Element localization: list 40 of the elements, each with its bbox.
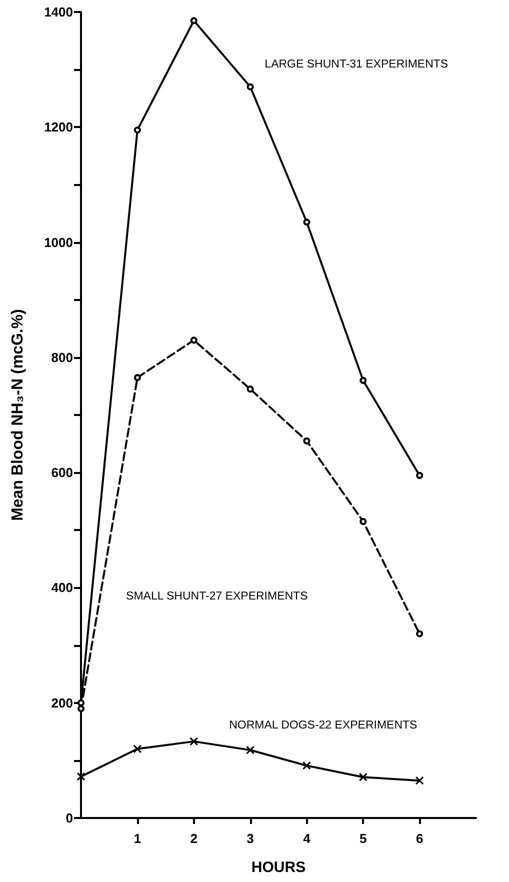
point [246, 386, 254, 393]
point [360, 518, 367, 526]
y-tick-label: 0 [66, 810, 73, 826]
point [134, 126, 141, 134]
x-tick-label: 1 [134, 831, 142, 846]
point [360, 376, 367, 384]
series-label: LARGE SHUNT-31 EXPERIMENTS [264, 58, 448, 70]
y-tick-label: 400 [51, 580, 73, 596]
point [416, 630, 424, 638]
point [246, 83, 254, 90]
x-tick-label: 3 [246, 831, 254, 846]
point [358, 772, 368, 782]
y-tick-label: 1000 [44, 234, 73, 250]
y-tick-label: 1200 [44, 120, 73, 135]
point [133, 744, 142, 754]
point [303, 437, 310, 444]
y-axis-title: Mean Blood NH₃-N (mcG.%) [10, 309, 26, 521]
point [190, 336, 198, 344]
x-axis-title: HOURS [251, 859, 306, 876]
point [78, 699, 84, 706]
x-tick-label: 2 [190, 831, 198, 846]
x-tick-label: 5 [360, 831, 367, 846]
point [76, 772, 86, 781]
point [134, 374, 141, 382]
point [190, 737, 198, 746]
series-label: NORMAL DOGS-22 EXPERIMENTS [229, 719, 418, 732]
x-tick-label: 6 [416, 831, 424, 846]
text: SMALL SHUNT-27 EXPERIMENTS [126, 590, 308, 602]
x-tick-label: 4 [303, 831, 312, 846]
y-tick-label: 800 [51, 350, 73, 365]
y-tick-label: 1400 [44, 4, 73, 20]
point [190, 17, 198, 24]
y-tick-label: 200 [51, 695, 73, 710]
point [246, 746, 255, 754]
point [78, 705, 84, 712]
point [303, 218, 310, 226]
point [416, 472, 424, 479]
point [302, 761, 312, 770]
y-tick-label: 600 [51, 465, 73, 480]
point [415, 776, 424, 785]
